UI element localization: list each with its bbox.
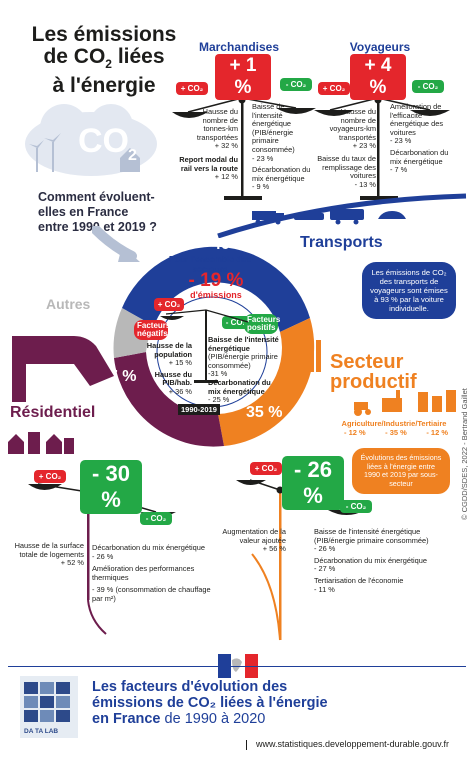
residential-minus-tag: - CO₂	[140, 512, 172, 525]
ring-productive	[218, 318, 315, 446]
ring-residential	[114, 352, 224, 447]
center-up-factors: Hausse de la population + 15 % Hausse du…	[146, 341, 192, 396]
sector-ring	[113, 246, 315, 447]
productive-info: Évolutions des émissions liées à l'énerg…	[352, 448, 450, 495]
productive-icons	[354, 390, 456, 416]
productive-down-factors: Baisse de l'intensité énergétique (PIB/é…	[314, 527, 429, 594]
center-minus-tag: - CO₂	[222, 316, 250, 329]
freight-plus-tag: + CO₂	[176, 82, 208, 95]
productive-plus-tag: + CO₂	[250, 462, 282, 475]
center-total-caption: d'émissions	[190, 290, 242, 300]
ring-transports	[122, 246, 310, 332]
passengers-plus-tag: + CO₂	[318, 82, 350, 95]
freight-minus-tag: - CO₂	[280, 78, 312, 91]
center-down-factors: Baisse de l'intensité énergétique (PIB/é…	[208, 335, 279, 405]
pos-factors-badge: Facteurs positifs	[244, 314, 280, 334]
productive-share: 35 %	[246, 404, 283, 421]
page-title: Les émissions de CO2 liées à l'énergie	[31, 23, 177, 98]
residential-up-factors: Hausse de la surface totale de logements…	[14, 541, 84, 568]
datalab-cover: DA TA LAB	[20, 676, 78, 738]
vehicles-icon	[252, 209, 406, 225]
residential-arrow	[12, 336, 114, 402]
footer-divider	[8, 666, 466, 667]
residential-plus-tag: + CO₂	[34, 470, 66, 483]
url-bullet	[246, 740, 247, 750]
passengers-up-factors: Hausse du nombre de voyageurs-km transpo…	[317, 107, 376, 189]
others-share: 8 %	[96, 294, 121, 310]
freight-up-factors: Hausse du nombre de tonnes-km transporté…	[179, 107, 238, 182]
center-balance	[160, 309, 249, 383]
center-plus-tag: + CO₂	[154, 298, 184, 311]
passengers-down-factors: Amélioration de l'efficacité énergétique…	[390, 102, 449, 175]
period-badge: 1990-2019	[178, 404, 220, 415]
transports-info: Les émissions de CO₂ des transports de v…	[362, 262, 456, 319]
co2-text: CO	[78, 122, 129, 160]
transports-label: Transports	[300, 234, 383, 251]
center-arc-text: Pour l'ensemble des secteurs	[168, 254, 252, 274]
transports-share: 40 %	[212, 236, 249, 253]
productive-subsector-values: - 12 % - 35 % - 12 %	[344, 428, 448, 437]
freight-heading: Marchandises	[198, 40, 280, 54]
footer-title: Les facteurs d'évolution des émissions d…	[92, 679, 328, 727]
neg-factors-badge: Facteurs négatifs	[134, 320, 170, 340]
passengers-heading: Voyageurs	[349, 40, 411, 54]
svg-text:2: 2	[128, 147, 137, 164]
footer-url[interactable]: www.statistiques.developpement-durable.g…	[256, 739, 449, 749]
center-total: - 19 %	[188, 270, 244, 291]
passengers-minus-tag: - CO₂	[412, 80, 444, 93]
passengers-total: + 4 %	[350, 54, 406, 100]
residential-down-factors: Décarbonation du mix énergétique - 26 % …	[92, 543, 211, 603]
freight-down-factors: Baisse de l'intensité énergétique (PIB/é…	[252, 102, 311, 192]
productive-subsectors: Agriculture/Industrie/Tertiaire	[341, 419, 447, 428]
question-arrow-icon	[92, 226, 140, 262]
residential-total: - 30 %	[80, 460, 142, 514]
residential-label: Résidentiel	[10, 404, 96, 421]
others-label: Autres	[46, 296, 91, 312]
productive-up-factors: Augmentation de la valeur ajoutée + 56 %	[222, 527, 286, 554]
co2-cloud-icon: CO 2	[25, 104, 157, 176]
productive-total: - 26 %	[282, 456, 344, 510]
productive-label: Secteur productif	[330, 351, 417, 393]
credit: © CGDD/SDES, 2022 - Bertrand Gaillet	[460, 388, 469, 520]
houses-icon	[8, 432, 74, 454]
factory-icon	[290, 340, 321, 372]
productive-minus-tag: - CO₂	[340, 500, 372, 513]
freight-total: + 1 %	[215, 54, 271, 100]
